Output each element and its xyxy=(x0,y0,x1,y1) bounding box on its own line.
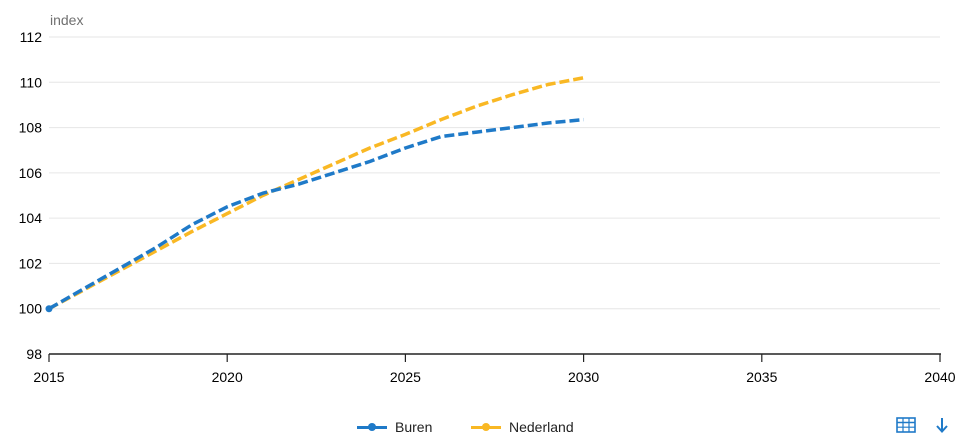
y-tick-label: 100 xyxy=(19,301,43,317)
x-axis-ticks: 2015 2020 2025 2030 2035 2040 xyxy=(33,354,956,385)
table-icon[interactable] xyxy=(895,414,917,436)
legend-label-nederland: Nederland xyxy=(509,419,574,435)
x-tick-label: 2025 xyxy=(390,369,421,385)
y-tick-label: 104 xyxy=(19,210,43,226)
legend: Buren Nederland xyxy=(0,417,963,437)
legend-label-buren: Buren xyxy=(395,419,433,435)
chart-tools xyxy=(895,414,953,436)
y-tick-label: 112 xyxy=(20,29,43,45)
y-tick-label: 110 xyxy=(20,74,43,90)
legend-item-nederland[interactable]: Nederland xyxy=(471,417,574,437)
y-tick-label: 98 xyxy=(26,346,42,362)
y-tick-label: 108 xyxy=(19,120,43,136)
x-tick-label: 2020 xyxy=(212,369,243,385)
series-lines xyxy=(45,76,584,313)
y-axis-label: index xyxy=(50,12,83,28)
x-tick-label: 2040 xyxy=(924,369,955,385)
gridlines xyxy=(49,36,940,310)
y-tick-label: 106 xyxy=(19,165,43,181)
y-tick-label: 102 xyxy=(19,255,43,271)
series-line-buren xyxy=(48,117,584,311)
line-chart: 98 100 102 104 106 108 110 112 2015 2020 2025 2030… xyxy=(19,12,956,385)
x-tick-label: 2030 xyxy=(568,369,599,385)
x-tick-label: 2015 xyxy=(33,369,64,385)
legend-swatch-nederland xyxy=(471,421,501,433)
y-axis-ticks: 98 100 102 104 106 108 110 112 xyxy=(19,29,43,362)
x-tick-label: 2035 xyxy=(746,369,777,385)
series-line-nederland xyxy=(48,76,584,311)
legend-swatch-buren xyxy=(357,421,387,433)
series-start-point xyxy=(45,305,53,313)
legend-item-buren[interactable]: Buren xyxy=(357,417,432,437)
download-arrow-icon[interactable] xyxy=(931,414,953,436)
